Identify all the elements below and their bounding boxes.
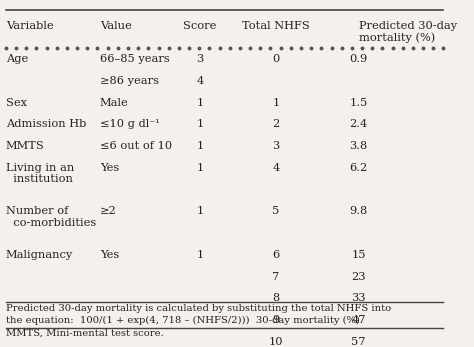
Text: Score: Score (183, 21, 217, 31)
Text: 57: 57 (351, 337, 366, 347)
Text: 0: 0 (273, 54, 280, 64)
Text: ≥86 years: ≥86 years (100, 76, 159, 86)
Text: 3: 3 (197, 54, 204, 64)
Text: 10: 10 (269, 337, 283, 347)
Text: 33: 33 (351, 293, 366, 303)
Text: Yes: Yes (100, 250, 119, 260)
Text: 8: 8 (273, 293, 280, 303)
Text: Male: Male (100, 98, 128, 108)
Text: 47: 47 (351, 315, 366, 325)
Text: 6.2: 6.2 (349, 163, 368, 173)
Text: 5: 5 (273, 206, 280, 216)
Text: 9: 9 (273, 315, 280, 325)
Text: Number of
  co-morbidities: Number of co-morbidities (6, 206, 96, 228)
Text: 3.8: 3.8 (349, 141, 368, 151)
Text: 15: 15 (351, 250, 366, 260)
Text: 2: 2 (273, 119, 280, 129)
Text: MMTS: MMTS (6, 141, 45, 151)
Text: Yes: Yes (100, 163, 119, 173)
Text: Variable: Variable (6, 21, 54, 31)
Text: 1: 1 (197, 163, 204, 173)
Text: Value: Value (100, 21, 131, 31)
Text: Predicted 30-day
mortality (%): Predicted 30-day mortality (%) (359, 21, 457, 43)
Text: 1: 1 (273, 98, 280, 108)
Text: Total NHFS: Total NHFS (242, 21, 310, 31)
Text: 3: 3 (273, 141, 280, 151)
Text: Admission Hb: Admission Hb (6, 119, 86, 129)
Text: ≥2: ≥2 (100, 206, 117, 216)
Text: Malignancy: Malignancy (6, 250, 73, 260)
Text: 1: 1 (197, 119, 204, 129)
Text: ≤10 g dl⁻¹: ≤10 g dl⁻¹ (100, 119, 159, 129)
Text: 2.4: 2.4 (349, 119, 368, 129)
Text: Living in an
  institution: Living in an institution (6, 163, 74, 184)
Text: ≤6 out of 10: ≤6 out of 10 (100, 141, 172, 151)
Text: 4: 4 (197, 76, 204, 86)
Text: 0.9: 0.9 (349, 54, 368, 64)
Text: 1: 1 (197, 98, 204, 108)
Text: 4: 4 (273, 163, 280, 173)
Text: 6: 6 (273, 250, 280, 260)
Text: 66–85 years: 66–85 years (100, 54, 169, 64)
Text: 9.8: 9.8 (349, 206, 368, 216)
Text: 1: 1 (197, 141, 204, 151)
Text: 1.5: 1.5 (349, 98, 368, 108)
Text: 1: 1 (197, 206, 204, 216)
Text: Age: Age (6, 54, 28, 64)
Text: 1: 1 (197, 250, 204, 260)
Text: 23: 23 (351, 271, 366, 281)
Text: 7: 7 (273, 271, 280, 281)
Text: Sex: Sex (6, 98, 27, 108)
Text: Predicted 30-day mortality is calculated by substituting the total NHFS into
the: Predicted 30-day mortality is calculated… (6, 304, 391, 337)
